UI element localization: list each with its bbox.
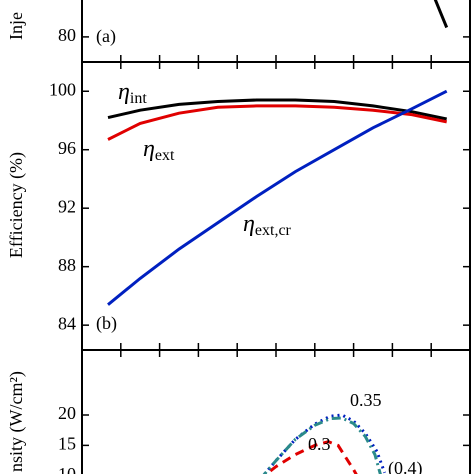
annotation-symbol: η	[143, 136, 155, 162]
annotation-subscript: ext	[155, 147, 175, 164]
annotation: ηint	[118, 79, 147, 107]
data-line	[433, 0, 449, 29]
panel-label: (b)	[96, 313, 117, 334]
y-axis-label: Inje	[6, 12, 26, 40]
y-axis-label: nsity (W/cm²)	[6, 371, 27, 472]
annotation-symbol: (0.4)	[388, 458, 423, 474]
annotation-subscript: ext,cr	[255, 222, 292, 239]
y-axis-label: Efficiency (%)	[6, 152, 27, 258]
y-tick-label: 15	[58, 433, 76, 453]
annotation-symbol: η	[118, 79, 130, 105]
y-tick-label: 80	[58, 25, 76, 45]
annotation: 0.35	[350, 390, 382, 410]
y-tick-label: 84	[58, 313, 76, 333]
data-line	[262, 416, 382, 474]
y-tick-label: 100	[49, 79, 76, 99]
annotation: ηext,cr	[243, 211, 292, 239]
y-tick-label: 20	[58, 403, 76, 423]
annotation-symbol: 0.3	[308, 434, 331, 454]
y-tick-label: 10	[58, 464, 76, 474]
y-tick-label: 88	[58, 255, 76, 275]
panel-frame	[81, 0, 471, 63]
data-line	[107, 104, 448, 141]
annotation: ηext	[143, 136, 175, 164]
annotation-subscript: int	[130, 90, 147, 107]
y-tick-label: 92	[58, 196, 76, 216]
annotation-symbol: 0.35	[350, 390, 382, 410]
panel-frame	[81, 349, 471, 474]
annotation: 0.3	[308, 434, 331, 454]
annotation: (0.4)	[388, 458, 423, 474]
panel-label: (a)	[96, 26, 116, 47]
data-line	[263, 440, 358, 474]
data-line	[107, 98, 448, 121]
data-line	[107, 89, 448, 306]
y-tick-label: 96	[58, 138, 76, 158]
annotation-symbol: η	[243, 211, 255, 237]
